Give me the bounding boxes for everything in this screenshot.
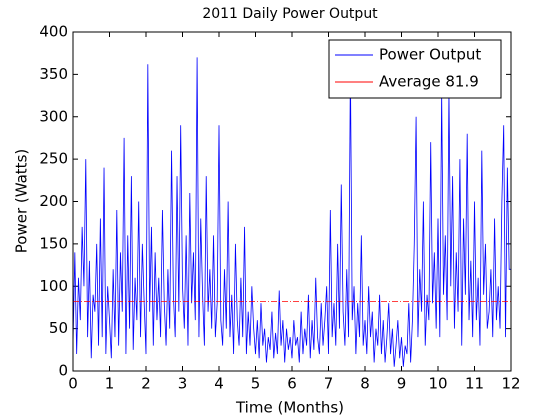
x-tick-label: 3 [178,375,188,393]
data-line [72,57,511,367]
legend-box [328,39,502,99]
x-tick-label: 2 [141,375,151,393]
x-tick-label: 10 [428,375,447,393]
chart-title: 2011 Daily Power Output [202,6,378,22]
axes-box [72,31,512,372]
x-tick-label: 12 [501,375,520,393]
y-tick-label: 300 [39,107,68,125]
x-tick-label: 6 [287,375,297,393]
y-tick-label: 50 [49,319,68,337]
x-axis-label: Time (Months) [235,399,344,417]
legend-label: Power Output [379,46,481,64]
x-tick-label: 9 [397,375,407,393]
y-tick-label: 150 [39,234,68,252]
x-tick-label: 8 [360,375,370,393]
x-tick-label: 7 [324,375,334,393]
y-tick-label: 200 [39,192,68,210]
x-tick-label: 4 [214,375,224,393]
y-tick-label: 100 [39,277,68,295]
x-tick-label: 1 [105,375,115,393]
x-tick-label: 0 [68,375,78,393]
y-tick-label: 0 [58,362,68,380]
y-axis-label: Power (Watts) [13,149,31,253]
y-tick-label: 400 [39,23,68,41]
x-tick-label: 5 [251,375,261,393]
y-tick-label: 350 [39,65,68,83]
legend-label: Average 81.9 [379,73,479,91]
y-tick-label: 250 [39,150,68,168]
x-tick-label: 11 [465,375,484,393]
